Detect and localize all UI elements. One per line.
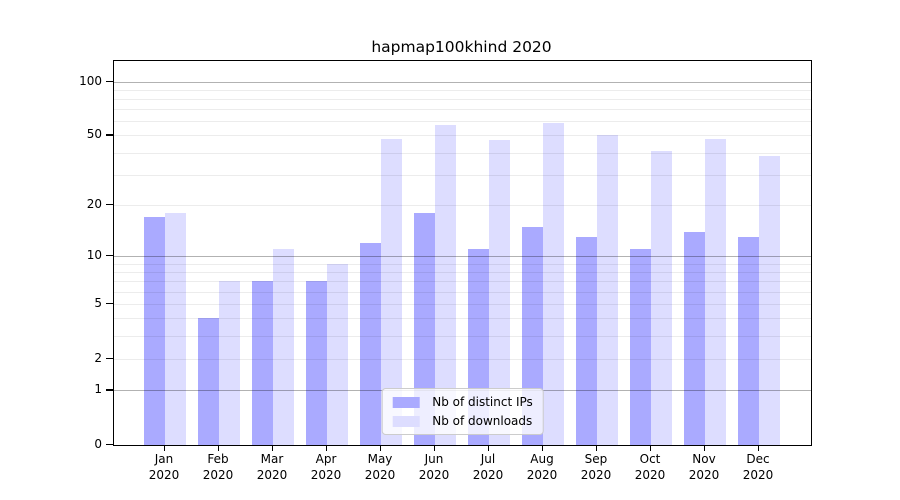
x-tick-label-mar: Mar 2020 bbox=[256, 452, 288, 482]
y-tick-10 bbox=[106, 255, 113, 257]
y-tick-2 bbox=[106, 357, 113, 359]
bar-downloads-apr bbox=[327, 263, 348, 445]
x-tick-oct bbox=[650, 445, 652, 451]
y-tick-label-50: 50 bbox=[86, 127, 102, 142]
x-tick-mar bbox=[272, 445, 274, 451]
x-tick-label-jan: Jan 2020 bbox=[148, 452, 180, 482]
legend-item-downloads: Nb of downloads bbox=[392, 414, 533, 428]
x-tick-aug bbox=[542, 445, 544, 451]
y-tick-label-10: 10 bbox=[86, 248, 102, 263]
x-tick-label-oct: Oct 2020 bbox=[634, 452, 666, 482]
x-tick-label-sep: Sep 2020 bbox=[580, 452, 612, 482]
bar-ips-jun bbox=[414, 213, 435, 445]
legend-label-distinct-ips: Nb of distinct IPs bbox=[432, 395, 533, 409]
x-tick-may bbox=[380, 445, 382, 451]
y-tick-0 bbox=[106, 444, 113, 446]
x-tick-label-nov: Nov 2020 bbox=[688, 452, 720, 482]
bar-downloads-jan bbox=[165, 213, 186, 445]
y-tick-label-5: 5 bbox=[94, 295, 102, 310]
bar-ips-mar bbox=[252, 281, 273, 445]
x-tick-jun bbox=[434, 445, 436, 451]
x-tick-label-dec: Dec 2020 bbox=[742, 452, 774, 482]
bar-downloads-jun bbox=[435, 125, 456, 445]
legend: Nb of distinct IPs Nb of downloads bbox=[381, 388, 544, 435]
x-tick-dec bbox=[758, 445, 760, 451]
bar-ips-dec bbox=[738, 237, 759, 445]
bar-downloads-aug bbox=[543, 122, 564, 445]
x-tick-label-feb: Feb 2020 bbox=[202, 452, 234, 482]
x-tick-label-jul: Jul 2020 bbox=[472, 452, 504, 482]
bar-downloads-sep bbox=[597, 135, 618, 445]
x-tick-nov bbox=[704, 445, 706, 451]
bar-ips-apr bbox=[306, 281, 327, 445]
bar-downloads-mar bbox=[273, 249, 294, 445]
bar-ips-nov bbox=[684, 231, 705, 445]
y-tick-label-100: 100 bbox=[79, 73, 102, 88]
y-tick-50 bbox=[106, 134, 113, 136]
x-tick-jul bbox=[488, 445, 490, 451]
y-tick-label-20: 20 bbox=[86, 197, 102, 212]
x-tick-label-jun: Jun 2020 bbox=[418, 452, 450, 482]
y-tick-label-0: 0 bbox=[94, 437, 102, 451]
y-tick-20 bbox=[106, 204, 113, 206]
x-tick-apr bbox=[326, 445, 328, 451]
legend-label-downloads: Nb of downloads bbox=[432, 414, 533, 428]
plot-area: Nb of distinct IPs Nb of downloads bbox=[113, 60, 812, 446]
y-tick-label-1: 1 bbox=[94, 382, 102, 397]
legend-swatch-downloads-icon bbox=[392, 415, 420, 427]
bar-ips-oct bbox=[630, 249, 651, 445]
x-tick-feb bbox=[218, 445, 220, 451]
bar-downloads-feb bbox=[219, 281, 240, 445]
x-tick-label-aug: Aug 2020 bbox=[526, 452, 558, 482]
x-tick-sep bbox=[596, 445, 598, 451]
legend-item-distinct-ips: Nb of distinct IPs bbox=[392, 395, 533, 409]
y-tick-100 bbox=[106, 80, 113, 82]
bar-ips-feb bbox=[198, 318, 219, 445]
bar-downloads-jul bbox=[489, 140, 510, 445]
bar-downloads-nov bbox=[705, 138, 726, 445]
bar-downloads-may bbox=[381, 138, 402, 445]
chart-title: hapmap100khind 2020 bbox=[371, 38, 552, 56]
bar-ips-jan bbox=[144, 217, 165, 445]
bar-downloads-dec bbox=[759, 156, 780, 445]
bar-ips-may bbox=[360, 243, 381, 445]
y-tick-5 bbox=[106, 302, 113, 305]
bar-downloads-oct bbox=[651, 150, 672, 445]
y-tick-1 bbox=[106, 389, 113, 391]
legend-swatch-ips-icon bbox=[392, 396, 420, 408]
x-tick-label-apr: Apr 2020 bbox=[310, 452, 342, 482]
x-tick-label-may: May 2020 bbox=[364, 452, 396, 482]
x-tick-jan bbox=[164, 445, 166, 451]
bar-ips-sep bbox=[576, 237, 597, 445]
y-tick-label-2: 2 bbox=[94, 350, 102, 365]
